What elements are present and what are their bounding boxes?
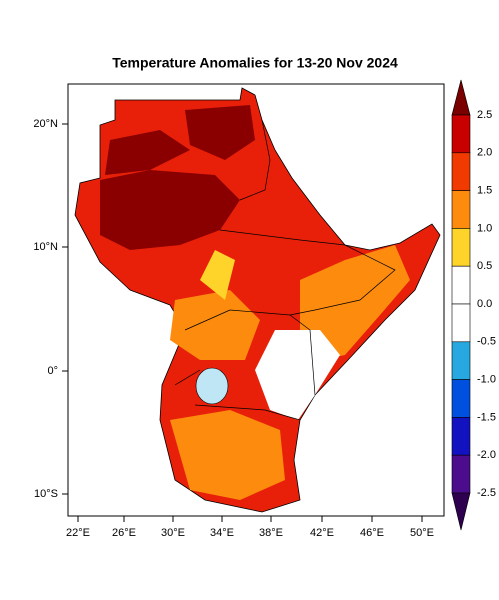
colorbar-label: 0.5 [477,260,492,272]
lon-label: 42°E [310,527,334,539]
colorbar-swatch [451,454,471,494]
lat-label: 0° [47,365,58,377]
colorbar-swatch [451,379,471,418]
colorbar-end [451,492,471,531]
lon-label: 38°E [259,527,283,539]
colorbar-label: -0.5 [477,336,496,348]
lat-label: 10°N [33,241,58,253]
lon-label: 26°E [112,527,136,539]
colorbar-swatch [451,228,471,267]
hot-region [105,130,190,175]
lon-label: 34°E [210,527,234,539]
colorbar-swatch [451,341,471,380]
colorbar-label: 2.5 [477,109,492,121]
colorbar-swatch [451,152,471,191]
colorbar-label: 1.0 [477,222,492,234]
lon-label: 30°E [161,527,185,539]
colorbar-swatch [451,114,471,154]
colorbar-end [451,79,471,116]
lon-label: 50°E [410,527,434,539]
axes: 20°N 10°N 0° 10°S 22°E 26°E 30°E 34°E 38°E 42°E 46… [33,118,434,539]
colorbar-label: 2.0 [477,147,492,159]
map-title: Temperature Anomalies for 13-20 Nov 2024 [112,55,398,71]
lat-label: 20°N [33,118,58,130]
colorbar-label: 0.0 [477,298,492,310]
lat-label: 10°S [34,488,58,500]
colorbar-swatch [451,265,471,305]
colorbar-label: -1.5 [477,411,496,423]
warm-region [300,245,410,360]
lake-victoria [195,367,229,405]
mild-region [200,250,235,300]
country-borders [174,119,396,421]
colorbar-label: -1.0 [477,374,496,386]
colorbar-swatch [451,303,471,343]
warm-region [170,290,260,360]
lon-label: 46°E [360,527,384,539]
colorbar-label: -2.5 [477,487,496,499]
map-area [67,83,445,517]
colorbar-swatch [451,417,471,456]
neutral-region [255,330,340,420]
hot-region [185,105,255,160]
colorbar: 2.5 2.0 1.5 1.0 0.5 0.0 -0.5 -1.0 -1.5 -2.0 -2.5 [451,79,496,531]
colorbar-label: -2.0 [477,449,496,461]
hot-region [100,170,240,250]
colorbar-swatch [451,190,471,229]
lon-label: 22°E [66,527,90,539]
warm-region [170,410,285,500]
colorbar-label: 1.5 [477,185,492,197]
